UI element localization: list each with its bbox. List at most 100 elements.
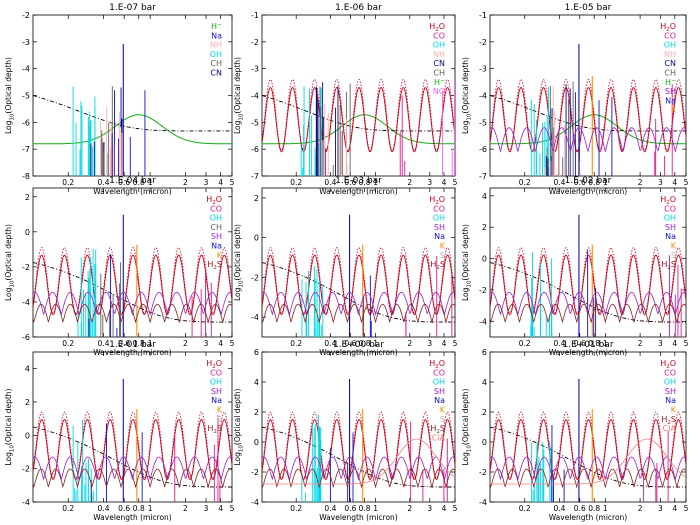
h2s-curve [262,303,455,324]
h2o-curve [490,418,686,481]
h2o-total-curve [33,247,232,314]
spectra [33,214,232,337]
y-tick-label: 0 [482,255,487,264]
sh-curve [262,291,455,317]
legend-entry-s: S [671,251,676,260]
x-tick-label: 3 [427,504,432,513]
y-tick-label: -4 [22,65,30,74]
y-tick-label: 0 [25,431,30,440]
y-tick-label: -2 [479,38,487,47]
legend-entry-na: Na [211,31,222,40]
x-tick-label: 3 [658,504,663,513]
y-tick-label: -3 [22,38,30,47]
y-tick-label: -4 [479,317,487,326]
x-tick-label: 3 [427,178,432,187]
x-tick-label: 0.4 [324,178,336,187]
x-axis-label: Wavelength (micron) [93,348,172,357]
spectra [490,379,686,502]
x-tick-label: 1 [373,178,378,187]
panel-title: 1.E-04 bar [109,176,156,186]
x-tick-label: 0.2 [290,178,302,187]
y-tick-label: -7 [479,172,487,181]
y-tick-label: -4 [251,313,259,322]
legend-entry-h2s: H2S [430,260,445,271]
h2o-total-curve [262,78,455,151]
y-tick-label: -4 [479,92,487,101]
y-tick-label: 0 [254,438,259,447]
y-tick-label: -2 [251,273,259,282]
h-minus-curve [262,114,455,145]
legend-entry-h2o: H2O [429,359,445,370]
legend-entry-oh: OH [664,214,676,223]
x-tick-label: 0.6 [118,504,130,513]
y-tick-label: 6 [482,348,487,357]
x-tick-label: 3 [658,339,663,348]
x-tick-label: 5 [230,504,235,513]
legend-entry-k: K [440,406,446,415]
x-tick-label: 1 [373,339,378,348]
legend-entry-sh: SH [434,223,445,232]
x-tick-label: 2 [638,178,643,187]
y-tick-label: 0 [482,438,487,447]
h-minus-curve [490,114,686,145]
legend-entry-h2o: H2O [429,195,445,206]
legend-entry-sh: SH [665,223,676,232]
plot-frame [261,14,456,177]
y-tick-label: -7 [22,145,30,154]
x-tick-label: 0.8 [588,178,600,187]
h2s-curve [490,303,686,324]
y-axis-label: Log10(Optical depth) [461,224,473,301]
legend-entry-cia: CIA [432,433,446,442]
y-tick-label: -6 [22,333,30,342]
legend-entry-k: K [440,242,446,251]
y-tick-label: 2 [254,408,259,417]
legend-entry-h2s: H2S [207,260,222,271]
sh-curve [33,291,232,317]
y-tick-label: 2 [25,398,30,407]
legend-entry-h2o: H2O [660,22,676,33]
total-curve [490,95,686,132]
legend-entry-h2s: H2S [430,424,445,435]
legend-entry-oh: OH [664,41,676,50]
h2o-curve [490,86,686,153]
h2o-curve [33,254,232,316]
spectra [490,43,686,176]
h2o-curve [262,418,455,481]
x-tick-label: 2 [407,178,412,187]
x-tick-label: 3 [427,339,432,348]
x-tick-label: 5 [684,339,689,348]
y-tick-label: 4 [482,378,487,387]
y-tick-label: -7 [251,172,259,181]
y-tick-label: -6 [251,145,259,154]
legend-entry-sh: SH [211,387,222,396]
legend-entry-co: CO [433,31,445,40]
legend-entry-h-: H− [665,77,676,87]
x-tick-label: 0.8 [588,339,600,348]
y-tick-label: -2 [251,38,259,47]
legend-entry-s: S [217,415,222,424]
x-tick-label: 0.8 [588,504,600,513]
x-tick-label: 0.4 [324,339,336,348]
y-tick-label: -2 [479,468,487,477]
x-tick-label: 0.8 [359,178,371,187]
x-axis-label: Wavelength (micron) [93,187,172,196]
panel-title: 1.E-02 bar [565,176,612,186]
legend-entry-h2o: H2O [206,359,222,370]
total-curve [262,95,455,132]
legend-entry-cia: CIA [663,424,677,433]
y-tick-label: -5 [22,92,30,101]
x-tick-label: 5 [453,504,458,513]
x-tick-label: 0.4 [553,178,565,187]
y-axis-label: Log10(Optical depth) [461,57,473,134]
total-curve [262,262,455,323]
x-tick-label: 1 [603,339,608,348]
y-tick-label: 2 [254,194,259,203]
